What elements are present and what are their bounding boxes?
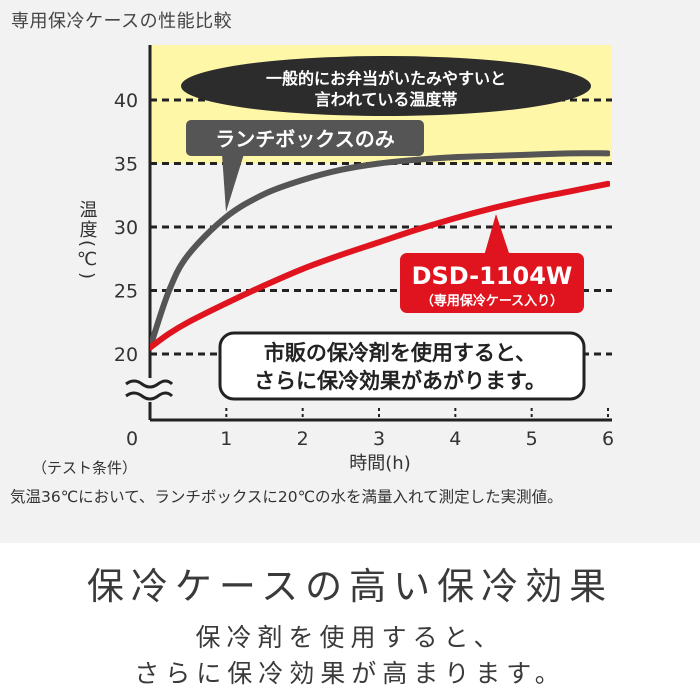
series-line-dsd-1104w (150, 180, 610, 351)
temperature-chart: 20 25 30 35 40 0 1 2 3 4 5 6 時間(h) 温度(℃) 一般的にお弁当がいたみや… (77, 45, 614, 474)
series-label-lunchbox-only: ランチボックスのみ (186, 120, 424, 212)
series-label-lunchbox-pointer (222, 154, 244, 212)
danger-zone-label-bg (181, 56, 591, 116)
ice-pack-callout-line1: 市販の保冷剤を使用すると、 (264, 341, 536, 365)
ice-pack-callout-line2: さらに保冷効果があがります。 (254, 369, 546, 393)
x-tick-label-3: 3 (373, 428, 385, 450)
series-label-dsd-subtext: （専用保冷ケース入り） (421, 293, 563, 309)
y-tick-label-25: 25 (114, 281, 138, 303)
y-tick-label-35: 35 (114, 154, 138, 176)
y-axis-label: 温度(℃) (77, 200, 98, 281)
danger-zone-label-line2: 言われている温度帯 (315, 90, 458, 109)
ice-pack-callout-box (218, 331, 586, 401)
footnote-heading: （テスト条件） (32, 459, 138, 477)
subline-2: さらに保冷効果が高まります。 (134, 659, 566, 688)
series-line-lunchbox-only (150, 150, 610, 351)
series-label-lunchbox-bg (186, 120, 424, 156)
subline-1: 保冷剤を使用すると、 (195, 623, 505, 652)
y-axis-break (125, 378, 174, 402)
page-title: 専用保冷ケースの性能比較 (11, 11, 233, 32)
ice-pack-callout: 市販の保冷剤を使用すると、さらに保冷効果があがります。 (218, 331, 586, 401)
x-tick-label-5: 5 (526, 428, 538, 450)
axis-break-wave-upper (125, 379, 174, 389)
x-axis-label: 時間(h) (349, 453, 410, 474)
x-tick-label-2: 2 (297, 428, 309, 450)
axis-break-wave-lower (125, 391, 174, 401)
series-label-dsd-pointer (484, 214, 510, 256)
x-tick-label-1: 1 (220, 428, 232, 450)
series-label-dsd-1104w: DSD-1104W （専用保冷ケース入り） (400, 214, 584, 313)
y-tick-label-20: 20 (114, 344, 138, 366)
footnote-text: 気温36℃において、ランチボックスに20℃の水を満量入れて測定した実測値。 (10, 488, 563, 506)
series-label-dsd-bg (400, 253, 584, 313)
series-label-dsd-text: DSD-1104W (412, 262, 573, 290)
x-tick-label-0: 0 (126, 428, 138, 450)
y-tick-label-30: 30 (114, 217, 138, 239)
y-tick-label-40: 40 (114, 90, 138, 112)
x-tick-label-4: 4 (449, 428, 461, 450)
danger-zone-label-line1: 一般的にお弁当がいたみやすいと (266, 69, 506, 88)
headline: 保冷ケースの高い保冷効果 (86, 565, 614, 608)
x-tick-label-6: 6 (602, 428, 614, 450)
series-label-lunchbox-text: ランチボックスのみ (215, 127, 394, 151)
